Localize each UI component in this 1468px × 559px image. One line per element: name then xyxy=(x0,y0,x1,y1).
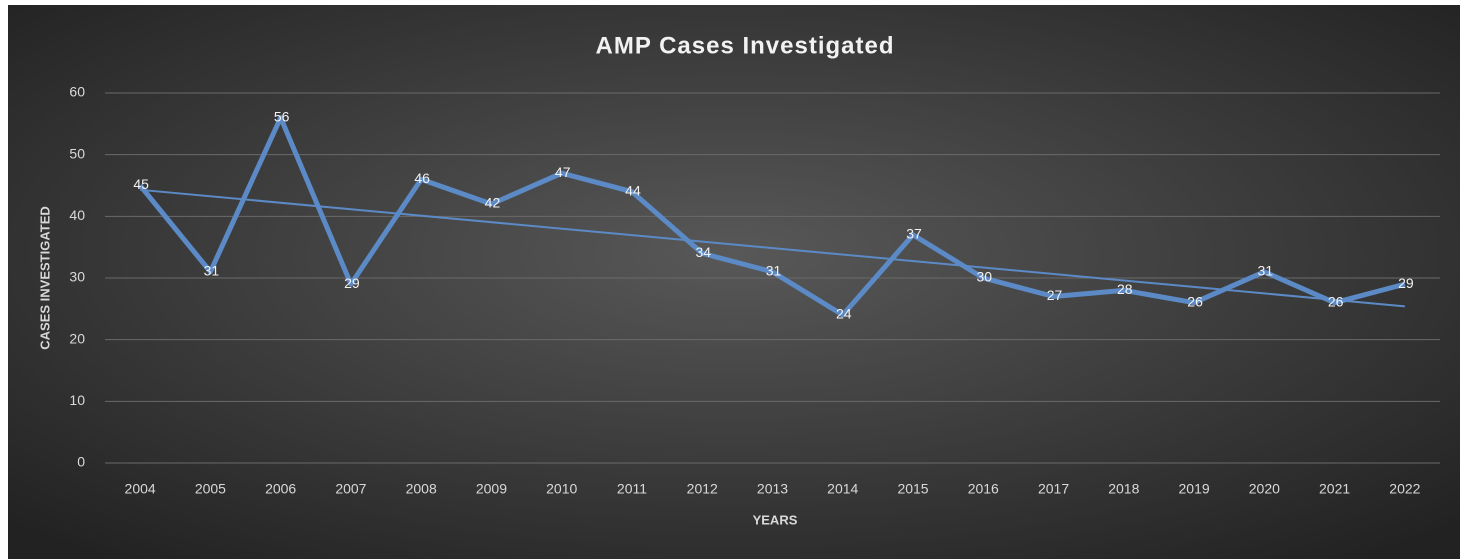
x-tick-label: 2021 xyxy=(1319,481,1350,497)
data-label: 26 xyxy=(1328,293,1344,309)
y-tick-label: 50 xyxy=(69,145,85,161)
x-tick-label: 2020 xyxy=(1249,481,1280,497)
y-axis-title: CASES INVESTIGATED xyxy=(37,206,52,350)
x-tick-label: 2015 xyxy=(897,481,928,497)
data-label: 29 xyxy=(344,275,360,291)
x-tick-label: 2008 xyxy=(406,481,437,497)
y-tick-label: 40 xyxy=(69,207,85,223)
x-tick-label: 2006 xyxy=(265,481,296,497)
x-tick-label: 2011 xyxy=(617,481,647,497)
data-label: 45 xyxy=(133,176,149,192)
data-label: 42 xyxy=(485,195,501,211)
data-label: 27 xyxy=(1047,287,1063,303)
data-label: 56 xyxy=(274,108,290,124)
trendline xyxy=(140,188,1405,308)
data-label: 28 xyxy=(1117,281,1133,297)
x-tick-label: 2013 xyxy=(757,481,788,497)
y-tick-label: 20 xyxy=(69,330,85,346)
y-tick-label: 60 xyxy=(69,84,85,100)
data-label: 44 xyxy=(625,182,641,198)
x-tick-label: 2007 xyxy=(335,481,366,497)
x-tick-label: 2018 xyxy=(1108,481,1139,497)
x-tick-label: 2010 xyxy=(546,481,577,497)
x-tick-label: 2005 xyxy=(195,481,226,497)
x-axis-title: YEARS xyxy=(753,512,798,527)
data-label: 34 xyxy=(695,244,711,260)
x-tick-label: 2019 xyxy=(1179,481,1210,497)
x-tick-label: 2016 xyxy=(968,481,999,497)
x-tick-label: 2014 xyxy=(827,481,858,497)
x-tick-label: 2009 xyxy=(476,481,507,497)
chart-title: AMP Cases Investigated xyxy=(596,32,895,59)
y-tick-label: 10 xyxy=(69,392,85,408)
data-label: 46 xyxy=(414,170,430,186)
line-series xyxy=(138,115,1406,318)
chart-background xyxy=(8,5,1460,559)
data-label: 31 xyxy=(1258,263,1274,279)
data-label: 47 xyxy=(555,164,571,180)
x-tick-label: 2012 xyxy=(687,481,718,497)
data-label: 30 xyxy=(977,269,993,285)
y-tick-label: 0 xyxy=(77,454,85,470)
x-tick-label: 2017 xyxy=(1038,481,1069,497)
x-tick-label: 2004 xyxy=(125,481,156,497)
data-label: 26 xyxy=(1187,293,1203,309)
data-label: 29 xyxy=(1398,275,1414,291)
y-tick-label: 30 xyxy=(69,269,85,285)
x-tick-label: 2022 xyxy=(1389,481,1420,497)
data-label: 31 xyxy=(766,263,782,279)
data-label: 31 xyxy=(204,263,220,279)
data-label: 37 xyxy=(906,226,922,242)
data-label: 24 xyxy=(836,306,852,322)
